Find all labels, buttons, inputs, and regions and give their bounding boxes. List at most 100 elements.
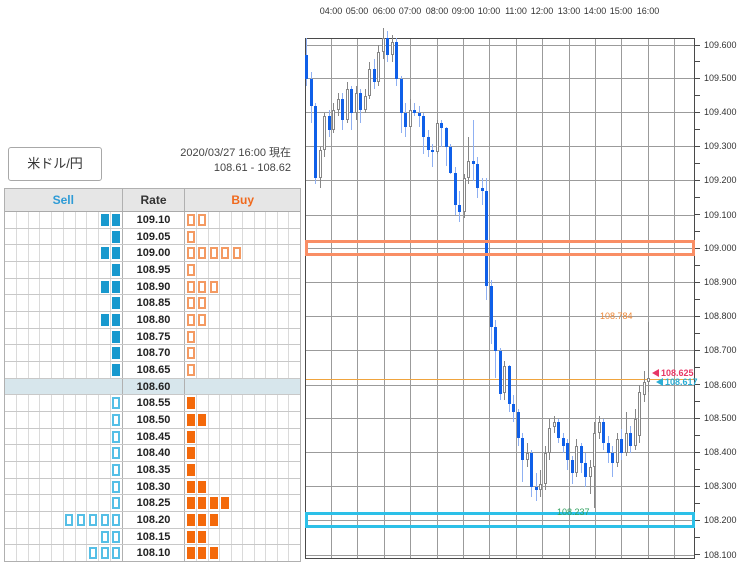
- buy-grid-cell: [253, 345, 266, 362]
- buy-grid-cell: [242, 528, 254, 545]
- buy-grid-cell: [265, 462, 277, 478]
- sell-order-outline-marker: [76, 513, 85, 526]
- time-axis-label: 08:00: [425, 6, 449, 16]
- candle-body-down: [570, 459, 574, 474]
- sell-grid-cell: [62, 295, 75, 312]
- price-axis-tick: [695, 401, 700, 402]
- sell-order-outline-marker: [112, 497, 121, 510]
- order-book-row[interactable]: 108.15: [5, 528, 300, 546]
- order-book-row[interactable]: 108.30: [5, 478, 300, 496]
- buy-grid-cell: [230, 445, 243, 462]
- order-book-row[interactable]: 108.40: [5, 445, 300, 463]
- sell-grid-cell: [74, 545, 87, 562]
- time-gridline: [384, 38, 385, 559]
- sell-grid-cell: [5, 395, 16, 411]
- sell-quantity-zone: [5, 228, 123, 245]
- order-book-row[interactable]: 108.85: [5, 295, 300, 313]
- sell-quantity-zone: [5, 262, 123, 278]
- rate-value: 108.65: [123, 362, 186, 378]
- buy-grid-cell: [230, 362, 243, 378]
- sell-grid-cell: [15, 228, 28, 245]
- buy-grid-cell: [207, 362, 220, 378]
- order-book-row[interactable]: 108.70: [5, 345, 300, 363]
- rate-value: 109.10: [123, 212, 186, 228]
- sell-order-outline-marker: [112, 397, 121, 410]
- ask-price-marker-label: 108.625: [661, 368, 694, 378]
- order-book-row[interactable]: 108.25: [5, 495, 300, 513]
- buy-grid-cell: [288, 295, 300, 312]
- sell-grid-cell: [98, 228, 110, 245]
- sell-grid-cell: [39, 245, 51, 262]
- sell-quantity-zone: [5, 412, 123, 428]
- order-book-row[interactable]: 108.80: [5, 312, 300, 329]
- order-book-row[interactable]: 108.75: [5, 328, 300, 346]
- time-gridline: [674, 38, 675, 559]
- currency-pair-button[interactable]: 米ドル/円: [8, 147, 102, 181]
- order-book-row[interactable]: 109.00: [5, 245, 300, 263]
- buy-grid-cell: [195, 295, 208, 312]
- sell-grid-cell: [27, 478, 40, 495]
- buy-grid-cell: [207, 295, 220, 312]
- order-book-row[interactable]: 108.10: [5, 545, 300, 562]
- buy-grid-cell: [219, 362, 231, 378]
- buy-grid-cell: [185, 479, 196, 495]
- candle-body-down: [516, 412, 520, 438]
- sell-quantity-zone: [5, 478, 123, 495]
- bid-price-marker-label: 108.617: [665, 377, 698, 387]
- order-book-row[interactable]: 108.35: [5, 462, 300, 479]
- sell-grid-cell: [62, 428, 75, 445]
- buy-grid-cell: [265, 345, 277, 362]
- buy-quantity-zone: [185, 262, 300, 278]
- order-book-row[interactable]: 108.50: [5, 412, 300, 429]
- candle-body-down: [579, 446, 583, 464]
- rate-value: 108.45: [123, 428, 186, 445]
- sell-grid-cell: [74, 245, 87, 262]
- candle-body-up: [548, 427, 551, 453]
- sell-grid-cell: [62, 495, 75, 512]
- sell-grid-cell: [74, 362, 87, 378]
- buy-grid-cell: [242, 212, 254, 228]
- buy-grid-cell: [230, 262, 243, 278]
- buy-order-filled-marker: [186, 480, 195, 493]
- sell-grid-cell: [39, 228, 51, 245]
- sell-grid-cell: [86, 228, 98, 245]
- buy-grid-cell: [242, 462, 254, 478]
- order-book-row[interactable]: 108.90: [5, 278, 300, 296]
- sell-quantity-zone: [5, 278, 123, 295]
- buy-grid-cell: [253, 428, 266, 445]
- buy-grid-cell: [253, 295, 266, 312]
- buy-grid-cell: [253, 545, 266, 562]
- price-axis-label: 108.100: [704, 550, 737, 560]
- buy-order-filled-marker: [198, 497, 207, 510]
- buy-grid-cell: [242, 478, 254, 495]
- order-book-row[interactable]: 109.05: [5, 228, 300, 246]
- buy-grid-cell: [185, 529, 196, 545]
- buy-order-outline-marker: [198, 313, 207, 326]
- candle-body-down: [629, 432, 632, 447]
- order-book-row[interactable]: 108.45: [5, 428, 300, 446]
- order-book-row[interactable]: 108.20: [5, 512, 300, 529]
- candle-body-up: [323, 116, 326, 151]
- order-book-row[interactable]: 108.65: [5, 362, 300, 379]
- price-axis-tick: [695, 61, 700, 62]
- order-book-row[interactable]: 108.95: [5, 262, 300, 279]
- sell-grid-cell: [86, 278, 98, 295]
- order-book-row[interactable]: 109.10: [5, 212, 300, 229]
- buy-grid-cell: [276, 462, 289, 478]
- sell-grid-cell: [15, 495, 28, 512]
- sell-grid-cell: [5, 462, 16, 478]
- price-gridline: [305, 520, 695, 521]
- buy-grid-cell: [230, 228, 243, 245]
- price-axis-tick: [695, 265, 700, 266]
- candle-body-down: [480, 187, 484, 192]
- buy-grid-cell: [265, 212, 277, 228]
- price-axis-tick: [695, 231, 700, 232]
- order-book-row[interactable]: 108.55: [5, 395, 300, 413]
- order-book-header: Sell Rate Buy: [5, 189, 300, 212]
- candle-body-up: [503, 366, 506, 394]
- price-axis-tick: [695, 486, 700, 487]
- current-rate-row[interactable]: 108.60: [5, 378, 300, 396]
- sell-grid-cell: [62, 212, 75, 228]
- sell-grid-cell: [62, 528, 75, 545]
- candle-body-down: [611, 453, 614, 464]
